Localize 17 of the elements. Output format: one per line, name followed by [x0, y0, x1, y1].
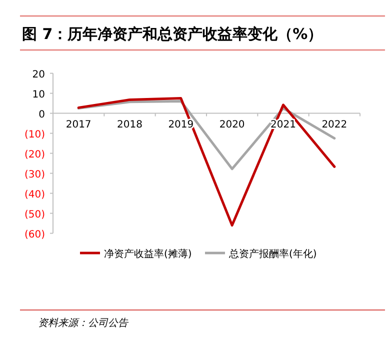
- y-tick-label: (20): [24, 149, 46, 160]
- chart-title: 图 7：历年净资产和总资产收益率变化（%）: [22, 25, 323, 43]
- legend-label: 净资产收益率(摊薄): [104, 248, 192, 260]
- y-tick-label: 10: [32, 89, 45, 100]
- y-tick-label: 20: [32, 69, 45, 80]
- y-tick-label: (60): [24, 229, 46, 240]
- y-tick-label: (10): [24, 129, 46, 140]
- y-tick-label: (50): [24, 209, 46, 220]
- legend-label: 总资产报酬率(年化): [228, 248, 317, 260]
- x-tick-label: 2018: [117, 119, 142, 130]
- x-tick-label: 2020: [219, 119, 245, 130]
- y-tick-label: 0: [38, 109, 45, 120]
- x-tick-label: 2017: [66, 119, 92, 130]
- y-tick-label: (30): [24, 169, 46, 180]
- y-tick-label: (40): [24, 189, 46, 200]
- text: 资料来源：公司公告: [38, 317, 129, 329]
- x-tick-label: 2022: [322, 119, 348, 130]
